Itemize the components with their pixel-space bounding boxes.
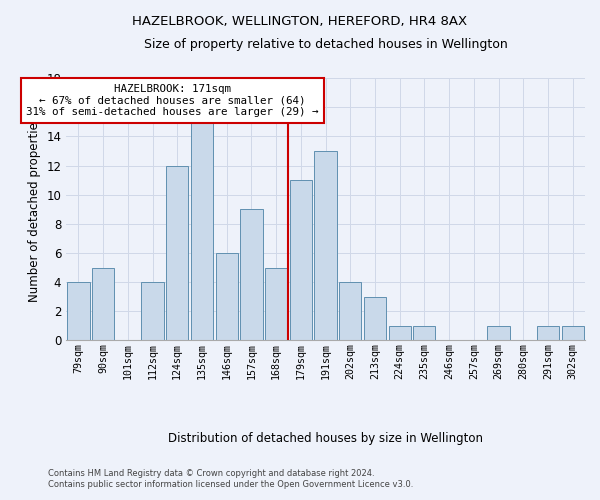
Text: HAZELBROOK, WELLINGTON, HEREFORD, HR4 8AX: HAZELBROOK, WELLINGTON, HEREFORD, HR4 8A… [133,15,467,28]
Bar [537,326,559,340]
Bar [314,151,337,340]
Y-axis label: Number of detached properties: Number of detached properties [28,116,41,302]
Bar [92,268,114,340]
Bar [142,282,164,341]
Bar [413,326,436,340]
X-axis label: Distribution of detached houses by size in Wellington: Distribution of detached houses by size … [168,432,483,445]
Bar [364,296,386,341]
Bar [265,268,287,340]
Text: HAZELBROOK: 171sqm
← 67% of detached houses are smaller (64)
31% of semi-detache: HAZELBROOK: 171sqm ← 67% of detached hou… [26,84,319,117]
Bar [290,180,312,340]
Bar [487,326,509,340]
Title: Size of property relative to detached houses in Wellington: Size of property relative to detached ho… [143,38,508,51]
Bar [339,282,361,341]
Bar [389,326,411,340]
Bar [240,209,263,340]
Bar [191,122,213,340]
Text: Contains public sector information licensed under the Open Government Licence v3: Contains public sector information licen… [48,480,413,489]
Bar [562,326,584,340]
Bar [166,166,188,340]
Bar [67,282,89,341]
Text: Contains HM Land Registry data © Crown copyright and database right 2024.: Contains HM Land Registry data © Crown c… [48,468,374,477]
Bar [215,253,238,340]
